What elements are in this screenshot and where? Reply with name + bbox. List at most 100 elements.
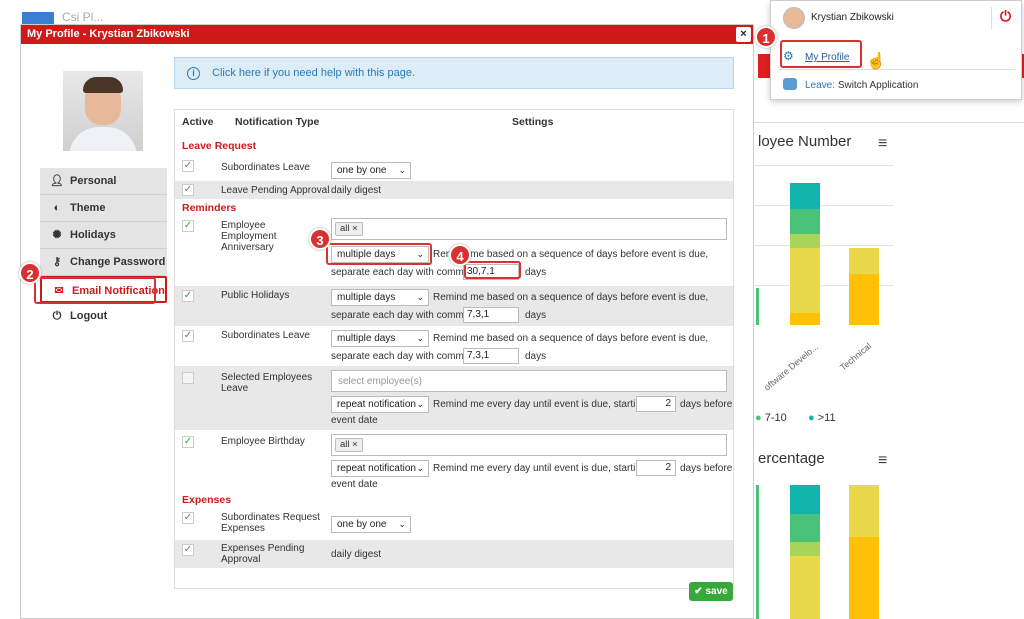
highlight-email-notification <box>34 277 156 304</box>
reminder-description: separate each day with comma: <box>331 267 473 278</box>
section-reminders: Reminders <box>182 202 237 214</box>
chart1-title: loyee Number <box>758 133 852 150</box>
notification-type: Subordinates Leave <box>221 330 310 341</box>
reminder-description: days before <box>680 399 733 410</box>
sidebar-item-email-notification[interactable]: ✉ Email Notification <box>40 276 167 303</box>
active-checkbox[interactable]: ✓ <box>182 436 194 448</box>
column-header-active: Active <box>182 116 214 128</box>
table-row: ✓ Leave Pending Approval daily digest <box>175 181 733 199</box>
gear-icon: ✺ <box>52 229 62 241</box>
employee-placeholder: select employee(s) <box>338 376 422 387</box>
chart2-menu-icon[interactable]: ≡ <box>878 452 888 469</box>
days-unit: days <box>525 267 547 278</box>
active-checkbox[interactable]: ✓ <box>182 160 194 172</box>
step-badge: 2 <box>19 262 41 284</box>
user-name: Krystian Zbikowski <box>811 12 894 23</box>
active-checkbox[interactable]: ✓ <box>182 330 194 342</box>
active-checkbox[interactable] <box>182 372 194 384</box>
highlight-multiple-days <box>326 243 432 265</box>
chart2-bar-segment <box>756 485 759 619</box>
chart2-title: ercentage <box>758 450 825 467</box>
envelope-icon: ✉ <box>54 285 64 297</box>
sidebar-item-personal[interactable]: 👤︎ Personal <box>40 168 167 195</box>
column-header-type: Notification Type <box>235 116 320 128</box>
reminder-description: Remind me based on a sequence of days be… <box>433 249 709 260</box>
x-axis-label: Technical <box>838 340 874 373</box>
power-icon[interactable]: ⏻ <box>1000 8 1012 24</box>
chart1-menu-icon[interactable]: ≡ <box>878 135 888 152</box>
days-unit: days <box>525 310 547 321</box>
active-checkbox[interactable]: ✓ <box>182 290 194 302</box>
key-icon: ⚷ <box>52 256 62 268</box>
my-profile-link[interactable]: My Profile <box>805 52 850 63</box>
chart1-bar-segment <box>849 274 879 325</box>
active-checkbox[interactable]: ✓ <box>182 512 194 524</box>
reminder-description: Remind me every day until event is due, … <box>433 399 647 410</box>
days-input[interactable]: 30,7,1 <box>463 264 519 280</box>
chart2-bar-segment <box>849 485 879 537</box>
tag-all[interactable]: all × <box>335 438 363 452</box>
info-icon: i <box>187 66 200 80</box>
close-icon[interactable]: × <box>736 27 751 42</box>
frequency-select[interactable]: one by one ⌄ <box>331 516 411 533</box>
app-logo-text: Csi Pl... <box>62 10 104 24</box>
section-leave-request: Leave Request <box>182 140 257 152</box>
days-before-input[interactable]: 2 <box>636 396 676 412</box>
reminder-mode-select[interactable]: repeat notification ⌄ <box>331 396 429 413</box>
chart2-bar-segment <box>790 514 820 542</box>
active-checkbox[interactable]: ✓ <box>182 220 194 232</box>
sidebar-item-holidays[interactable]: ✺ Holidays <box>40 222 167 249</box>
frequency-value: daily digest <box>331 549 382 560</box>
days-input[interactable]: 7,3,1 <box>463 307 519 323</box>
divider <box>779 69 1015 70</box>
reminder-mode-select[interactable]: repeat notification ⌄ <box>331 460 429 477</box>
step-badge: 1 <box>755 26 777 48</box>
chart1-bar-segment <box>790 209 820 234</box>
employee-multiselect[interactable]: all × <box>331 434 727 456</box>
active-checkbox[interactable]: ✓ <box>182 184 194 196</box>
reminder-mode-select[interactable]: multiple days ⌄ <box>331 330 429 347</box>
reminder-mode-select[interactable]: multiple days ⌄ <box>331 246 429 263</box>
active-checkbox[interactable]: ✓ <box>182 544 194 556</box>
reminder-description: separate each day with comma: <box>331 351 473 362</box>
legend-item: ● >11 <box>808 412 836 424</box>
chart2-bar-segment <box>790 542 820 556</box>
table-row: ✓ Public Holidays multiple days ⌄ Remind … <box>175 286 733 326</box>
chart2-bar-segment <box>849 537 879 619</box>
divider <box>991 7 992 29</box>
section-expenses: Expenses <box>182 494 232 506</box>
frequency-select[interactable]: one by one ⌄ <box>331 162 411 179</box>
step-badge: 4 <box>449 244 471 266</box>
notification-type: Public Holidays <box>221 290 290 301</box>
switch-application-link[interactable]: Leave: Switch Application <box>805 80 919 91</box>
days-unit: days <box>525 351 547 362</box>
person-icon: 👤︎ <box>50 175 64 187</box>
user-dropdown-menu: Krystian Zbikowski ⏻ ⚙ My Profile Leave:… <box>770 0 1022 100</box>
tag-all[interactable]: all × <box>335 222 363 236</box>
table-row: ✓ Employee Birthday all × repeat notific… <box>175 430 733 492</box>
reminder-description: event date <box>331 479 378 490</box>
save-button[interactable]: ✔ save <box>689 582 733 601</box>
reminder-mode-select[interactable]: multiple days ⌄ <box>331 289 429 306</box>
reminder-description: days before <box>680 463 733 474</box>
chart1-bar-segment <box>790 234 820 248</box>
chart2-bar-segment <box>790 556 820 619</box>
sidebar-item-change-password[interactable]: ⚷ Change Password <box>40 249 167 276</box>
chart1-bar-segment <box>790 183 820 209</box>
sidebar-item-logout[interactable]: ⏻ Logout <box>40 303 167 330</box>
days-before-input[interactable]: 2 <box>636 460 676 476</box>
table-row: ✓ Expenses Pending Approval daily digest <box>175 540 733 568</box>
help-banner[interactable]: i Click here if you need help with this p… <box>174 57 734 89</box>
notification-type: Expenses Pending Approval <box>221 543 305 565</box>
sidebar-item-theme[interactable]: ◐ Theme <box>40 195 167 222</box>
profile-sidebar: 👤︎ Personal ◐ Theme ✺ Holidays ⚷ Change Pass… <box>40 168 167 330</box>
background-divider <box>744 122 1024 123</box>
employee-multiselect[interactable]: select employee(s) <box>331 370 727 392</box>
reminder-description: event date <box>331 415 378 426</box>
notification-type: Employee Birthday <box>221 436 305 447</box>
chart2-bar-segment <box>790 485 820 514</box>
avatar <box>63 71 143 151</box>
days-input[interactable]: 7,3,1 <box>463 348 519 364</box>
x-axis-label: oftware Develo... <box>762 341 821 393</box>
employee-multiselect[interactable]: all × <box>331 218 727 240</box>
